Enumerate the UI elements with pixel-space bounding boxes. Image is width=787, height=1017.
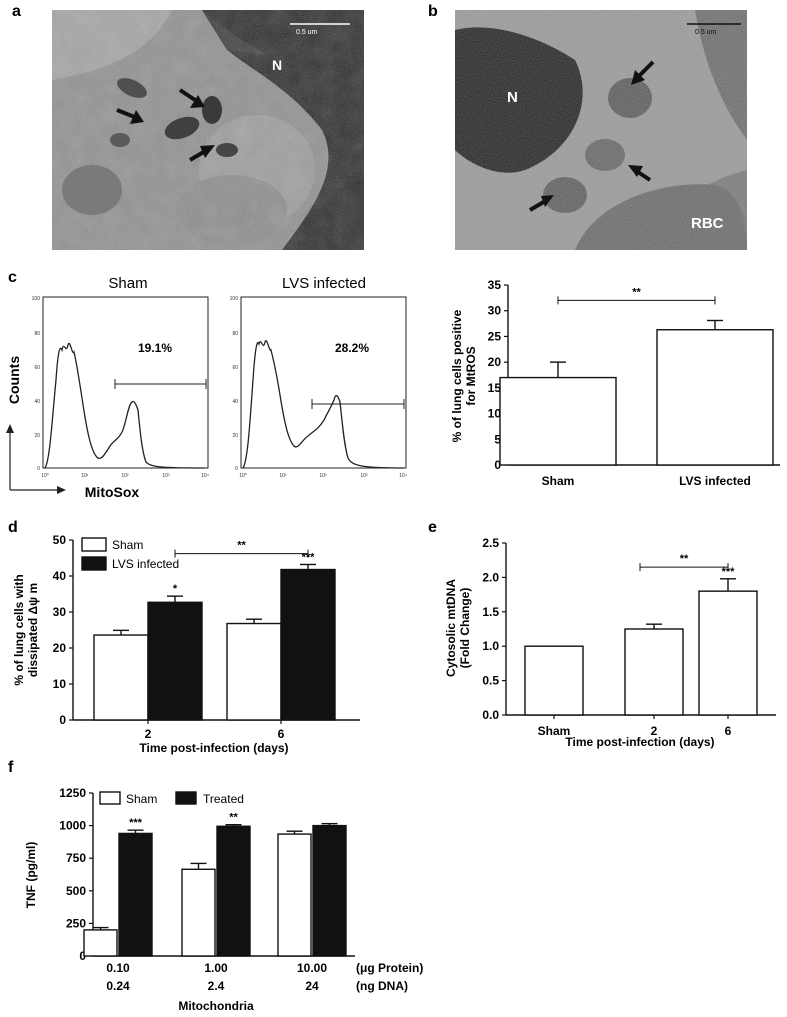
panel-letter-e: e [428, 519, 437, 536]
tem-image-a: 0.5 um N [52, 10, 364, 250]
label-n-b: N [507, 89, 518, 106]
label-n-a: N [272, 57, 282, 73]
panel-letter-c: c [8, 269, 17, 286]
label-rbc-b: RBC [691, 215, 724, 232]
panel-letter-d: d [8, 519, 18, 536]
panel-letter-a: a [12, 3, 21, 20]
arrow-icon [628, 165, 643, 177]
tem-image-b: 0.5 um N RBC [455, 10, 747, 250]
arrow-icon [541, 195, 554, 207]
arrow-icon [631, 70, 645, 85]
panel-letter-b: b [428, 3, 438, 20]
arrow-icon [130, 110, 144, 124]
scale-bar-a: 0.5 um [296, 29, 318, 36]
scale-bar-b: 0.5 um [695, 29, 717, 36]
arrow-icon [190, 95, 205, 108]
panel-letter-f: f [8, 759, 14, 776]
arrow-icon [200, 145, 215, 158]
